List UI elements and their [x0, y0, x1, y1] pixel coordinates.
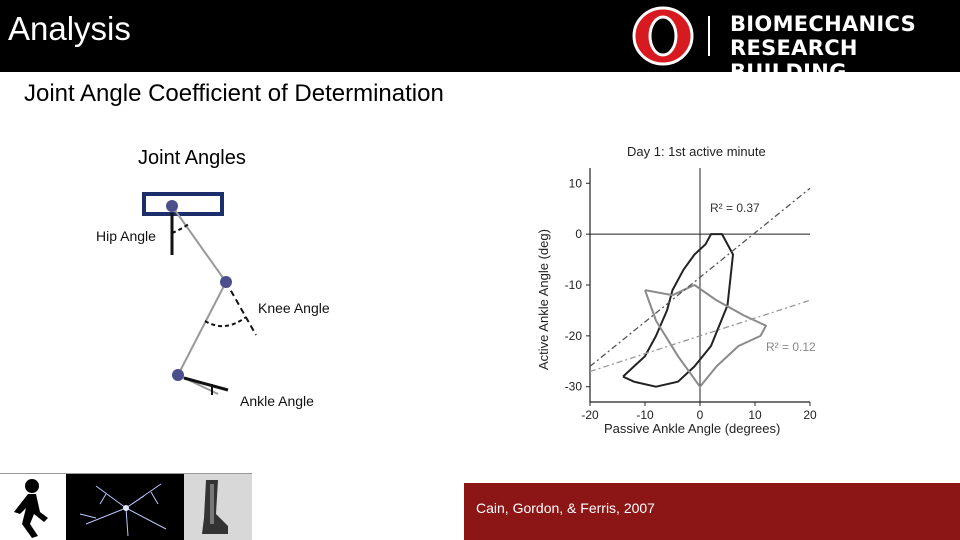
r2-annotation-1: R² = 0.37	[710, 201, 760, 215]
knee-angle-label: Knee Angle	[258, 300, 330, 316]
slide-subtitle: Joint Angle Coefficient of Determination	[24, 80, 444, 107]
series-3	[589, 299, 811, 373]
y-tick-label-2: -10	[565, 278, 583, 292]
logo-line-1: BIOMECHANICS	[730, 12, 917, 36]
shank-segment	[177, 281, 227, 376]
x-tick-label-2: 0	[697, 408, 704, 422]
logo-divider	[708, 16, 710, 56]
slide-title: Analysis	[8, 10, 131, 47]
unomaha-logo: BIOMECHANICS RESEARCH BUILDING	[630, 4, 960, 84]
knee-extension-line	[225, 281, 257, 336]
logo-text: BIOMECHANICS RESEARCH BUILDING	[730, 12, 960, 84]
hip-joint-marker	[166, 200, 178, 212]
x-tick-label-4: 20	[803, 408, 817, 422]
y-tick-label-3: -20	[565, 329, 583, 343]
o-logo-icon	[632, 6, 694, 66]
logo-line-2: RESEARCH BUILDING	[730, 36, 858, 84]
r2-annotation-2: R² = 0.12	[766, 340, 816, 354]
series-0	[622, 233, 734, 388]
ankle-joint-marker	[172, 369, 184, 381]
hip-angle-label: Hip Angle	[96, 228, 156, 244]
series-1	[644, 284, 767, 388]
chart-title: Day 1: 1st active minute	[627, 144, 766, 159]
x-tick-label-1: -10	[636, 408, 654, 422]
citation-text: Cain, Gordon, & Ferris, 2007	[476, 500, 655, 516]
y-tick-label-4: -30	[565, 380, 583, 394]
knee-angle-arc	[204, 316, 247, 328]
series-2	[589, 187, 811, 367]
joint-angles-title: Joint Angles	[138, 147, 246, 169]
y-tick-label-1: 0	[575, 227, 582, 241]
footer-divider	[0, 473, 252, 474]
x-axis-label: Passive Ankle Angle (degrees)	[604, 421, 780, 436]
plot-area: -20 -10 0 10 20 10 0 -10 -20 -30	[565, 168, 817, 422]
hip-angle-arc	[171, 222, 191, 234]
joint-angle-diagram	[142, 192, 257, 395]
citation-banner: Cain, Gordon, & Ferris, 2007	[464, 483, 960, 540]
walking-person-icon	[14, 479, 48, 538]
neuron-image	[66, 474, 184, 540]
pelvis-segment	[142, 192, 224, 216]
header-bar: Analysis BIOMECHANICS RESEARCH BUILDING	[0, 0, 960, 84]
x-tick-label-0: -20	[581, 408, 599, 422]
ankle-orthosis-image	[184, 474, 252, 540]
x-tick-label-3: 10	[748, 408, 762, 422]
y-tick-label-0: 10	[569, 176, 583, 190]
y-axis-label: Active Ankle Angle (deg)	[536, 229, 551, 370]
ankle-reference-line	[183, 376, 229, 392]
ankle-angle-label: Ankle Angle	[240, 393, 314, 409]
knee-joint-marker	[220, 276, 232, 288]
thigh-segment	[171, 205, 227, 283]
ankle-angle-chart: Day 1: 1st active minute Active Ankle An…	[536, 144, 817, 436]
